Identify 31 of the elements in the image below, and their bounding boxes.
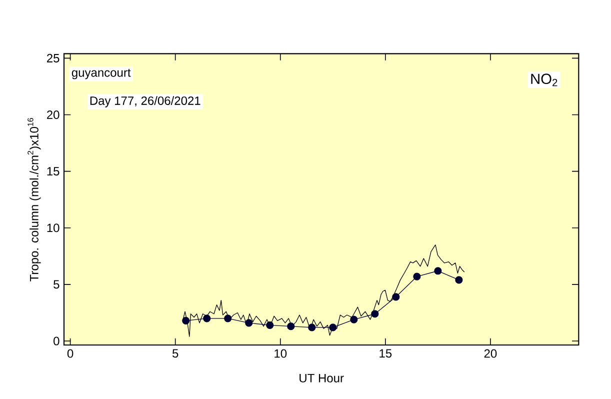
annotation: Day 177, 26/06/2021 — [90, 96, 200, 108]
point — [245, 319, 253, 327]
annotation: guyancourt — [72, 68, 131, 80]
line-series — [182, 244, 465, 337]
x-tick-label: 15 — [380, 349, 392, 358]
point — [371, 310, 379, 318]
point — [287, 322, 295, 330]
x-tick-label: 10 — [274, 349, 287, 358]
point — [308, 324, 316, 332]
point — [182, 316, 190, 324]
x-tick-label: 20 — [484, 349, 497, 358]
y-tick-label: 15 — [47, 167, 60, 176]
point — [413, 272, 421, 280]
x-tick-label: 0 — [67, 349, 74, 358]
point — [434, 267, 442, 275]
y-tick-label: 10 — [47, 224, 60, 232]
point — [266, 321, 274, 329]
y-tick-label: 5 — [54, 280, 60, 289]
point — [350, 316, 358, 324]
point — [224, 314, 232, 322]
y-axis-title: Tropo. column (mol./cm$^{2}$)x10$^{16}$ — [28, 118, 41, 282]
x-tick-label: 5 — [172, 349, 178, 358]
y-tick-label: 0 — [54, 336, 60, 346]
point — [392, 293, 400, 301]
y-tick-label: 20 — [47, 110, 60, 120]
annotation: NO$_{2}$ — [531, 74, 558, 86]
y-tick-label: 25 — [47, 54, 60, 62]
x-axis-title: UT Hour — [300, 374, 344, 382]
point — [455, 276, 463, 284]
point — [329, 324, 337, 332]
point — [203, 314, 211, 322]
